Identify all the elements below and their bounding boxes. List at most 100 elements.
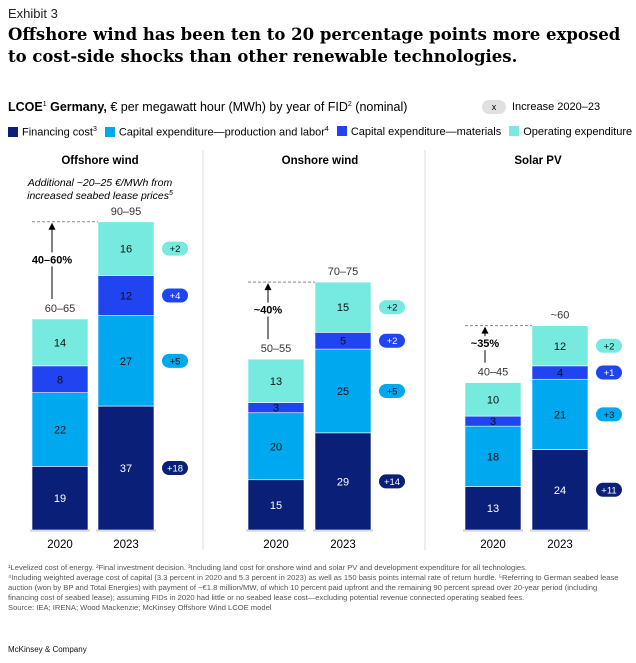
change-label-bg (246, 302, 290, 317)
legend-swatch (509, 126, 520, 136)
footnote-ref: 4 (324, 126, 329, 133)
legend-swatch (8, 126, 18, 137)
chart-area: Offshore wind Additional ~20–25 €/MWh fro… (27, 150, 622, 551)
bar-segment-opex (464, 382, 522, 417)
delta-value: +2 (387, 336, 398, 347)
increase-legend-label: Increase 2020–23 (512, 101, 601, 113)
delta-pill (162, 353, 188, 368)
delta-pill (379, 333, 405, 348)
panel-note: Additional ~20–25 €/MWh from (27, 177, 173, 189)
change-label-bg (30, 252, 74, 267)
delta-pill (379, 300, 405, 315)
delta-value: +5 (387, 386, 398, 397)
legend-label: Capital expenditure—materials (350, 126, 502, 138)
year-label: 2020 (480, 539, 506, 551)
delta-value: +3 (604, 410, 615, 421)
bar-segment-capex_mat (31, 365, 89, 393)
delta-pill (596, 365, 622, 380)
bar-segment-financing (464, 486, 522, 531)
delta-value: +2 (387, 303, 398, 314)
bar-segment-capex_mat (97, 275, 155, 316)
year-label: 2020 (47, 539, 73, 551)
bar-value: 22 (54, 425, 66, 437)
bar-value: 12 (554, 341, 566, 353)
delta-value: +2 (170, 244, 181, 255)
legend-swatch (104, 126, 115, 137)
change-label: ~35% (471, 338, 500, 350)
bar-segment-capex_prod (31, 392, 89, 467)
increase-pill-symbol: x (482, 100, 506, 114)
year-label: 2023 (330, 539, 356, 551)
delta-pill (596, 482, 622, 497)
delta-value: +1 (604, 368, 615, 379)
year-label: 2023 (113, 539, 139, 551)
bar-segment-opex (31, 318, 89, 367)
panel-title: Offshore wind (61, 155, 138, 167)
range-label: ~60 (551, 310, 570, 322)
bar-value: 29 (337, 476, 349, 488)
footnote-ref: 1 (42, 100, 47, 108)
bar-value: 19 (54, 493, 66, 505)
bar-value: 25 (337, 386, 349, 398)
legend-item-opex: Operating expenditure (509, 126, 632, 139)
change-label: 40–60% (32, 254, 73, 266)
footnote-ref: 2 (347, 100, 352, 108)
exhibit-label: Exhibit 3 (8, 6, 58, 21)
bar-segment-capex_prod (97, 315, 155, 407)
bar-value: 37 (120, 463, 132, 475)
brand: McKinsey & Company (8, 645, 87, 654)
bar-value: 3 (273, 403, 279, 415)
range-label: 90–95 (111, 206, 142, 218)
delta-pill (379, 474, 405, 489)
range-label: 40–45 (478, 367, 509, 379)
bar-segment-financing (531, 449, 589, 531)
bar-segment-capex_prod (464, 425, 522, 487)
delta-value: +18 (167, 464, 183, 475)
range-label: 70–75 (328, 266, 359, 278)
year-label: 2023 (547, 539, 573, 551)
delta-value: +2 (604, 341, 615, 352)
panel-title: Onshore wind (282, 155, 359, 167)
source-note: Source: IEA; IRENA; Wood Mackenzie; McKi… (8, 603, 272, 612)
bar-segment-opex (97, 221, 155, 276)
legend-item-capex_mat: Capital expenditure—materials (336, 126, 502, 139)
delta-pill (596, 407, 622, 422)
bar-value: 15 (337, 302, 349, 314)
arrow-head-icon (264, 283, 272, 291)
bar-value: 13 (270, 376, 282, 388)
footnote-2: ⁴Including weighted average cost of capi… (8, 573, 619, 602)
chart-title: Offshore wind has been ten to 20 percent… (8, 25, 621, 66)
change-label: ~40% (254, 305, 283, 317)
footnote-ref: 5 (169, 190, 173, 197)
range-label: 60–65 (45, 303, 76, 315)
delta-pill (379, 383, 405, 398)
bar-value: 8 (57, 374, 63, 386)
bar-value: 27 (120, 356, 132, 368)
change-label-bg (463, 336, 507, 351)
delta-value: +5 (170, 356, 181, 367)
subtitle-text2: (nominal) (351, 100, 408, 114)
bar-value: 14 (54, 337, 66, 349)
bar-value: 5 (340, 336, 346, 348)
bar-segment-financing (247, 479, 305, 531)
delta-value: +14 (384, 477, 400, 488)
bar-value: 24 (554, 485, 566, 497)
legend-label: Financing cost (22, 126, 93, 139)
bar-segment-capex_prod (247, 412, 305, 481)
footnote-1: ¹Levelized cost of energy. ²Final invest… (8, 563, 528, 572)
bar-segment-opex (314, 281, 372, 333)
bar-value: 20 (270, 441, 282, 453)
bar-segment-capex_prod (531, 378, 589, 450)
bar-segment-financing (97, 405, 155, 531)
legend-label: Capital expenditure—production and labor (118, 126, 325, 139)
bar-segment-opex (531, 325, 589, 367)
increase-legend: x Increase 2020–23 (482, 100, 600, 114)
delta-pill (162, 241, 188, 256)
footnotes: ¹Levelized cost of energy. ²Final invest… (8, 563, 628, 613)
range-label: 50–55 (261, 343, 292, 355)
panel-note: increased seabed lease prices5 (27, 190, 173, 202)
subtitle-bold2: Germany, (46, 100, 107, 114)
bar-segment-financing (31, 466, 89, 531)
bar-value: 15 (270, 500, 282, 512)
